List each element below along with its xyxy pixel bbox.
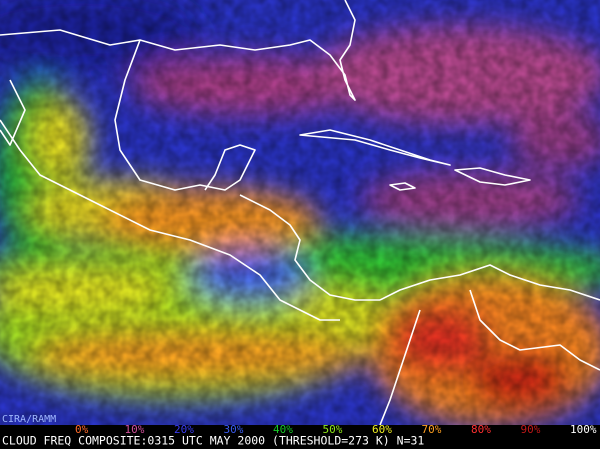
legend-label: 10%: [125, 423, 145, 436]
legend-label: 20%: [174, 423, 194, 436]
mexico-coast: [114, 39, 256, 191]
legend-label: 40%: [273, 423, 293, 436]
south-america: [379, 264, 600, 301]
hispaniola: [454, 167, 531, 186]
legend-label: 100%: [570, 423, 597, 436]
caption: CLOUD FREQ COMPOSITE:0315 UTC MAY 2000 (…: [2, 434, 424, 448]
cuba: [299, 129, 451, 166]
legend-label: 90%: [521, 423, 541, 436]
pacific-coast: [0, 119, 340, 321]
legend: 0% 10% 20% 30% 40% 50% 60% 70% 80% 90% 100%: [75, 423, 597, 436]
legend-label: 50%: [323, 423, 343, 436]
credit: CIRA/RAMM: [2, 414, 56, 425]
legend-label: 60%: [372, 423, 392, 436]
cloud-image: [0, 0, 600, 425]
texture: [0, 0, 600, 425]
legend-label: 80%: [471, 423, 491, 436]
legend-label: 30%: [224, 423, 244, 436]
coastlines: [0, 0, 600, 425]
legend-label: 70%: [422, 423, 442, 436]
us-coast: [0, 0, 356, 101]
legend-label: 0%: [75, 423, 89, 436]
legend-bar: [0, 425, 600, 449]
central-america: [239, 194, 380, 301]
mexico-west: [0, 79, 26, 146]
jamaica: [389, 182, 416, 191]
colombia-border: [379, 289, 600, 425]
